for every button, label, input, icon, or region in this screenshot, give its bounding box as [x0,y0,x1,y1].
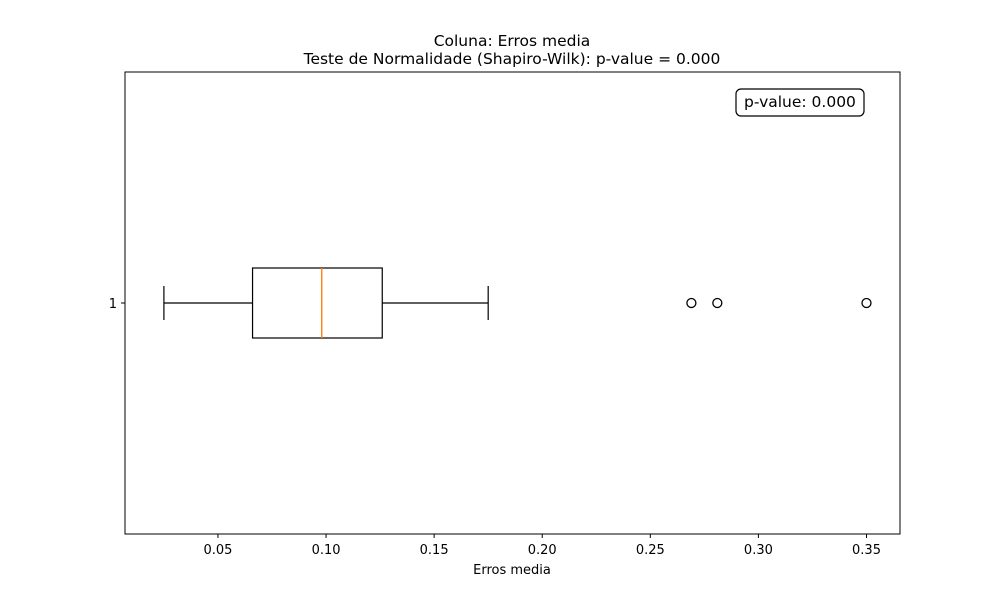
y-tick-label: 1 [109,297,117,312]
p-value-annotation: p-value: 0.000 [735,88,865,117]
chart-subtitle: Teste de Normalidade (Shapiro-Wilk): p-v… [303,50,721,68]
outlier-point [861,297,872,309]
annotation-box [735,88,865,117]
x-tick-label: 0.05 [203,543,232,558]
x-tick-label: 0.30 [744,543,773,558]
x-tick-label: 0.10 [312,543,341,558]
y-axis-ticks: 1 [109,297,125,312]
annotation-text: p-value: 0.000 [744,93,856,111]
x-tick-label: 0.20 [528,543,557,558]
outlier-point [712,297,723,309]
iqr-box [251,267,383,339]
x-axis-ticks: 0.05 0.10 0.15 0.20 0.25 0.30 0.35 [203,534,881,558]
outlier-point [686,297,697,309]
x-tick-label: 0.25 [636,543,665,558]
box-series [163,267,872,339]
x-axis-label: Erros media [473,563,551,578]
x-tick-label: 0.35 [852,543,881,558]
x-tick-label: 0.15 [420,543,449,558]
chart-title: Coluna: Erros media [434,32,591,50]
